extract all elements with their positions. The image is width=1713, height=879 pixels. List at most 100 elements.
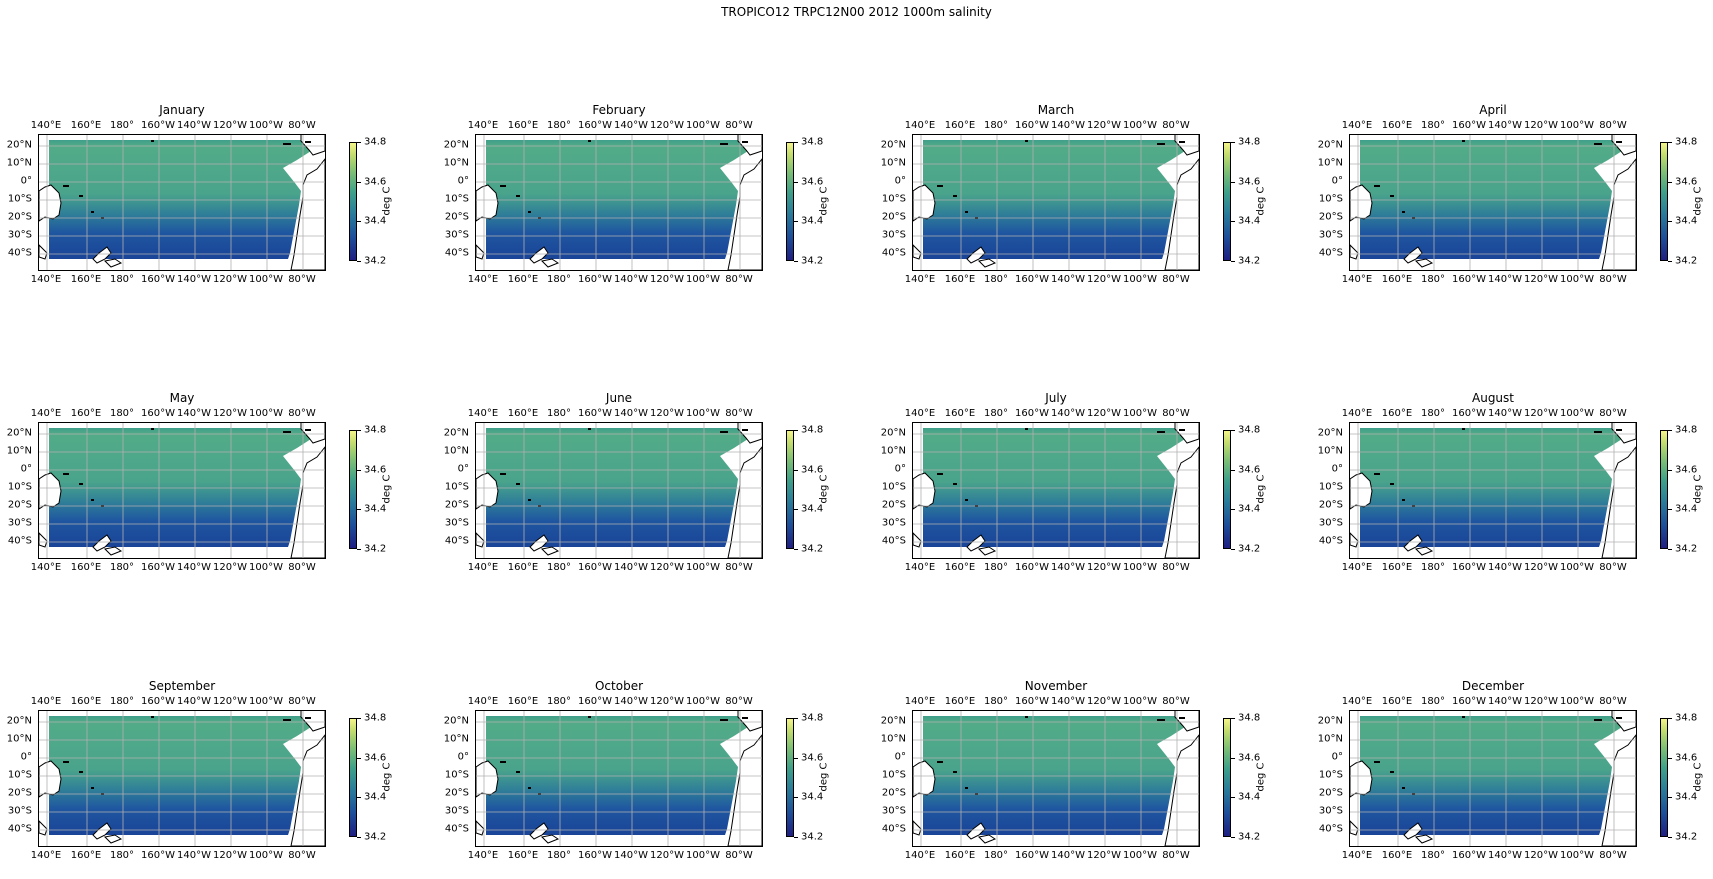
australia-south-land — [476, 244, 485, 260]
lat-tick-label: 0° — [457, 175, 469, 187]
lon-tick-label-bottom: 100°W — [249, 274, 283, 285]
panel-title: November — [1024, 679, 1088, 693]
colorbar-tick — [794, 430, 798, 431]
lon-tick-label-top: 140°E — [1341, 408, 1373, 419]
lon-tick-label-top: 80°W — [725, 696, 753, 707]
colorbar-tick-label: 34.8 — [364, 136, 387, 148]
south-america-land — [727, 446, 762, 558]
lon-tick-label-top: 160°W — [1015, 408, 1049, 419]
lon-tick-label-top: 180° — [546, 696, 572, 707]
lon-tick-label-top: 160°E — [70, 696, 102, 707]
south-america-land — [727, 158, 762, 270]
lat-tick-label: 0° — [894, 463, 906, 475]
lat-tick-label: 10°S — [7, 769, 32, 781]
colorbar-tick-label: 34.4 — [1675, 791, 1698, 803]
colorbar-tick — [357, 221, 361, 223]
lat-tick-label: 30°S — [7, 229, 32, 241]
new-zealand-north-land — [529, 534, 549, 552]
salinity-map — [912, 134, 1200, 271]
colorbar-tick-label: 34.6 — [801, 176, 824, 188]
island — [1157, 719, 1165, 721]
lon-tick-label-bottom: 180° — [546, 562, 572, 573]
lon-tick-label-bottom: 120°W — [1087, 850, 1121, 861]
ocean-field — [486, 140, 748, 259]
lon-tick-label-top: 120°W — [1087, 408, 1121, 419]
central-america-land — [300, 711, 325, 732]
australia-south-land — [913, 820, 922, 836]
lon-tick-label-top: 80°W — [1162, 408, 1190, 419]
salinity-map — [475, 134, 763, 271]
new-zealand-north-land — [92, 822, 112, 840]
panel-title: August — [1472, 391, 1514, 405]
colorbar-tick-label: 34.2 — [364, 831, 387, 843]
colorbar-tick-label: 34.4 — [801, 503, 824, 515]
island — [1616, 141, 1622, 143]
lon-tick-label-bottom: 100°W — [686, 850, 720, 861]
lon-tick-label-bottom: 100°W — [686, 562, 720, 573]
island — [1179, 429, 1185, 431]
new-zealand-south-land — [540, 834, 560, 844]
lon-tick-label-bottom: 120°W — [1087, 562, 1121, 573]
lat-tick-label: 20°N — [880, 715, 906, 727]
map-panel: December 140°E 140°E 160°E 160°E 180° 180° 160°… — [1311, 679, 1713, 879]
colorbar-tick-label: 34.2 — [1238, 543, 1261, 555]
lon-tick-label-top: 140°W — [1051, 408, 1085, 419]
island — [79, 771, 83, 773]
map-panel: February 140°E 140°E 160°E 160°E 180° 180° 160°… — [437, 103, 877, 303]
colorbar-unit-label: deg C — [1692, 762, 1704, 792]
lon-tick-label-top: 160°W — [1015, 120, 1049, 131]
lon-tick-label-top: 160°E — [70, 120, 102, 131]
island — [91, 499, 94, 501]
lon-tick-label-top: 80°W — [1162, 120, 1190, 131]
lat-tick-label: 30°S — [444, 517, 469, 529]
map-panel: October 140°E 140°E 160°E 160°E 180° 180° 160°W… — [437, 679, 877, 879]
lat-tick-label: 0° — [894, 175, 906, 187]
lon-tick-label-bottom: 140°W — [1051, 274, 1085, 285]
colorbar-tick-label: 34.6 — [364, 752, 387, 764]
lon-tick-label-bottom: 180° — [1420, 274, 1446, 285]
map-panel: April 140°E 140°E 160°E 160°E 180° 180° 160°W 16… — [1311, 103, 1713, 303]
colorbar-tick — [1231, 221, 1235, 223]
lat-tick-label: 10°N — [443, 157, 469, 169]
new-zealand-north-land — [1403, 246, 1423, 264]
lon-tick-label-top: 180° — [546, 408, 572, 419]
island — [742, 717, 748, 719]
lat-tick-label: 40°S — [1318, 247, 1343, 259]
lat-tick-label: 40°S — [7, 247, 32, 259]
lat-tick-label: 40°S — [444, 823, 469, 835]
new-zealand-south-land — [977, 546, 997, 556]
lon-tick-label-top: 140°E — [467, 120, 499, 131]
new-zealand-north-land — [1403, 534, 1423, 552]
colorbar-tick — [1231, 181, 1235, 183]
south-america-land — [290, 734, 325, 846]
lon-tick-label-top: 180° — [1420, 120, 1446, 131]
lat-tick-label: 10°N — [880, 157, 906, 169]
island — [1462, 140, 1465, 142]
colorbar-tick-label: 34.8 — [1675, 424, 1698, 436]
ocean-field — [923, 140, 1185, 259]
colorbar-tick — [1231, 142, 1235, 143]
colorbar-tick-label: 34.6 — [801, 752, 824, 764]
map-canvas — [39, 135, 325, 270]
lat-tick-label: 0° — [20, 463, 32, 475]
lat-tick-label: 10°N — [1317, 445, 1343, 457]
lon-tick-label-top: 80°W — [288, 120, 316, 131]
australia-south-land — [39, 244, 48, 260]
colorbar-tick — [1231, 797, 1235, 799]
lon-tick-label-bottom: 180° — [546, 274, 572, 285]
lat-tick-label: 10°N — [880, 445, 906, 457]
colorbar-tick — [1231, 509, 1235, 511]
map-panel: March 140°E 140°E 160°E 160°E 180° 180° 160°W 16… — [874, 103, 1314, 303]
new-zealand-north-land — [966, 246, 986, 264]
colorbar-tick — [357, 757, 361, 759]
panel-title: February — [592, 103, 646, 117]
lon-tick-label-bottom: 160°E — [70, 850, 102, 861]
lon-tick-label-bottom: 140°E — [30, 562, 62, 573]
colorbar-tick — [1668, 142, 1672, 143]
south-america-land — [727, 734, 762, 846]
lon-tick-label-top: 160°E — [1381, 120, 1413, 131]
lon-tick-label-top: 80°W — [1599, 408, 1627, 419]
island — [516, 195, 520, 197]
lon-tick-label-bottom: 140°E — [1341, 562, 1373, 573]
colorbar-tick — [357, 836, 361, 838]
